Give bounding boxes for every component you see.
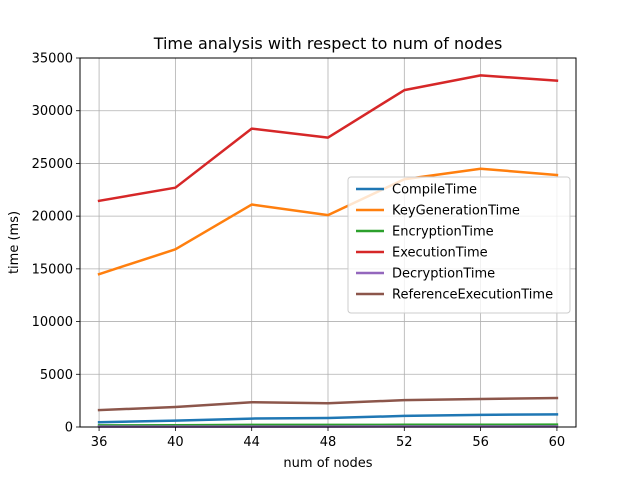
axis-ticks: 36 40 44 48 52 56 60 0 5000 10000 15000 20000 25000 3…: [32, 52, 566, 451]
legend-box: [347, 176, 571, 314]
legend-label: DecryptionTime: [392, 267, 495, 282]
legend-label: CompileTime: [392, 183, 477, 198]
series-line-compiletime: [97, 413, 559, 424]
x-tick-label: 60: [549, 435, 566, 450]
x-tick-label: 36: [91, 435, 108, 450]
chart-title: Time analysis with respect to num of nod…: [153, 34, 503, 53]
y-tick-label: 0: [65, 421, 73, 436]
x-tick-label: 40: [167, 435, 184, 450]
x-tick-label: 48: [320, 435, 337, 450]
x-tick-label: 44: [243, 435, 260, 450]
legend: CompileTime KeyGenerationTime EncryptionTi…: [347, 176, 571, 314]
x-axis-label: num of nodes: [283, 456, 372, 471]
series-line-referenceexecutiontime: [97, 396, 559, 412]
y-tick-label: 20000: [32, 210, 73, 225]
x-tick-label: 52: [396, 435, 413, 450]
y-tick-label: 10000: [32, 315, 73, 330]
y-tick-label: 25000: [32, 157, 73, 172]
y-tick-label: 5000: [40, 368, 73, 383]
series-line-keygenerationtime: [97, 167, 559, 276]
legend-label: KeyGenerationTime: [392, 204, 520, 219]
x-tick-label: 56: [472, 435, 489, 450]
legend-label: ExecutionTime: [392, 246, 488, 261]
y-tick-label: 30000: [32, 104, 73, 119]
series-line-executiontime: [97, 74, 559, 203]
series-line-encryptiontime: [97, 423, 559, 427]
legend-label: ReferenceExecutionTime: [392, 288, 553, 303]
y-tick-label: 15000: [32, 262, 73, 277]
y-tick-label: 35000: [32, 52, 73, 67]
y-axis-label: time (ms): [7, 211, 22, 274]
legend-label: EncryptionTime: [392, 225, 494, 240]
